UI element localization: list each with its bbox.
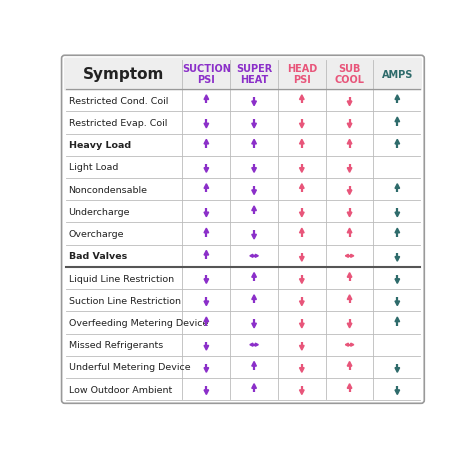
Polygon shape xyxy=(204,251,209,255)
Text: Overfeeding Metering Device: Overfeeding Metering Device xyxy=(69,318,208,327)
Text: Bad Valves: Bad Valves xyxy=(69,252,127,261)
Polygon shape xyxy=(351,255,354,258)
Text: HEAD
PSI: HEAD PSI xyxy=(287,64,317,85)
Polygon shape xyxy=(395,184,400,189)
Polygon shape xyxy=(204,279,209,284)
Polygon shape xyxy=(351,344,354,346)
Polygon shape xyxy=(395,301,400,306)
Polygon shape xyxy=(300,212,304,217)
Polygon shape xyxy=(395,257,400,262)
Polygon shape xyxy=(300,124,304,129)
Polygon shape xyxy=(345,344,348,346)
Polygon shape xyxy=(395,390,400,394)
Polygon shape xyxy=(300,390,304,394)
Text: Heavy Load: Heavy Load xyxy=(69,141,131,150)
Polygon shape xyxy=(395,229,400,233)
Polygon shape xyxy=(300,301,304,306)
Polygon shape xyxy=(300,96,304,100)
Polygon shape xyxy=(204,168,209,173)
Polygon shape xyxy=(204,318,209,322)
Polygon shape xyxy=(300,279,304,284)
Polygon shape xyxy=(250,344,253,346)
Text: Light Load: Light Load xyxy=(69,163,118,172)
Polygon shape xyxy=(252,384,256,389)
Polygon shape xyxy=(347,384,352,389)
Polygon shape xyxy=(347,191,352,195)
Polygon shape xyxy=(300,324,304,328)
Polygon shape xyxy=(395,318,400,322)
Polygon shape xyxy=(300,184,304,189)
Polygon shape xyxy=(204,229,209,233)
Polygon shape xyxy=(255,255,258,258)
Polygon shape xyxy=(204,140,209,145)
Polygon shape xyxy=(347,168,352,173)
Polygon shape xyxy=(347,102,352,106)
FancyBboxPatch shape xyxy=(62,56,424,404)
Polygon shape xyxy=(204,301,209,306)
Polygon shape xyxy=(252,207,256,211)
Polygon shape xyxy=(252,362,256,366)
Polygon shape xyxy=(252,235,256,239)
FancyBboxPatch shape xyxy=(64,58,422,91)
Polygon shape xyxy=(252,140,256,145)
Polygon shape xyxy=(347,295,352,300)
Polygon shape xyxy=(255,344,258,346)
Polygon shape xyxy=(300,229,304,233)
Polygon shape xyxy=(395,368,400,373)
Polygon shape xyxy=(300,168,304,173)
Polygon shape xyxy=(252,191,256,195)
Polygon shape xyxy=(300,140,304,145)
Text: Symptom: Symptom xyxy=(83,67,164,82)
Polygon shape xyxy=(252,295,256,300)
Text: Missed Refrigerants: Missed Refrigerants xyxy=(69,340,163,349)
Polygon shape xyxy=(204,212,209,217)
Polygon shape xyxy=(395,140,400,145)
Text: Suction Line Restriction: Suction Line Restriction xyxy=(69,296,181,305)
Text: SUCTION
PSI: SUCTION PSI xyxy=(182,64,231,85)
Polygon shape xyxy=(204,390,209,394)
Text: Noncondensable: Noncondensable xyxy=(69,185,147,194)
Text: Overcharge: Overcharge xyxy=(69,230,124,238)
Polygon shape xyxy=(347,212,352,217)
Text: Underful Metering Device: Underful Metering Device xyxy=(69,363,190,372)
Polygon shape xyxy=(252,273,256,278)
Polygon shape xyxy=(252,102,256,106)
Text: SUPER
HEAT: SUPER HEAT xyxy=(236,64,272,85)
Polygon shape xyxy=(300,368,304,373)
Text: SUB
COOL: SUB COOL xyxy=(335,64,365,85)
Polygon shape xyxy=(395,212,400,217)
Polygon shape xyxy=(204,96,209,100)
Text: Restricted Evap. Coil: Restricted Evap. Coil xyxy=(69,119,167,128)
Polygon shape xyxy=(395,279,400,284)
Polygon shape xyxy=(345,255,348,258)
Polygon shape xyxy=(300,257,304,262)
Text: Restricted Cond. Coil: Restricted Cond. Coil xyxy=(69,96,168,106)
Polygon shape xyxy=(204,124,209,129)
Polygon shape xyxy=(395,96,400,100)
Polygon shape xyxy=(300,346,304,350)
Text: Liquid Line Restriction: Liquid Line Restriction xyxy=(69,274,173,283)
Polygon shape xyxy=(395,118,400,122)
Text: Undercharge: Undercharge xyxy=(69,207,130,217)
Polygon shape xyxy=(250,255,253,258)
Polygon shape xyxy=(204,346,209,350)
Polygon shape xyxy=(204,184,209,189)
Polygon shape xyxy=(347,324,352,328)
Polygon shape xyxy=(347,273,352,278)
Polygon shape xyxy=(252,124,256,129)
Polygon shape xyxy=(204,368,209,373)
Text: Low Outdoor Ambient: Low Outdoor Ambient xyxy=(69,385,172,394)
Polygon shape xyxy=(252,324,256,328)
Polygon shape xyxy=(347,124,352,129)
Polygon shape xyxy=(347,229,352,233)
Polygon shape xyxy=(252,168,256,173)
Polygon shape xyxy=(347,362,352,366)
Polygon shape xyxy=(347,140,352,145)
Text: AMPS: AMPS xyxy=(382,70,413,80)
